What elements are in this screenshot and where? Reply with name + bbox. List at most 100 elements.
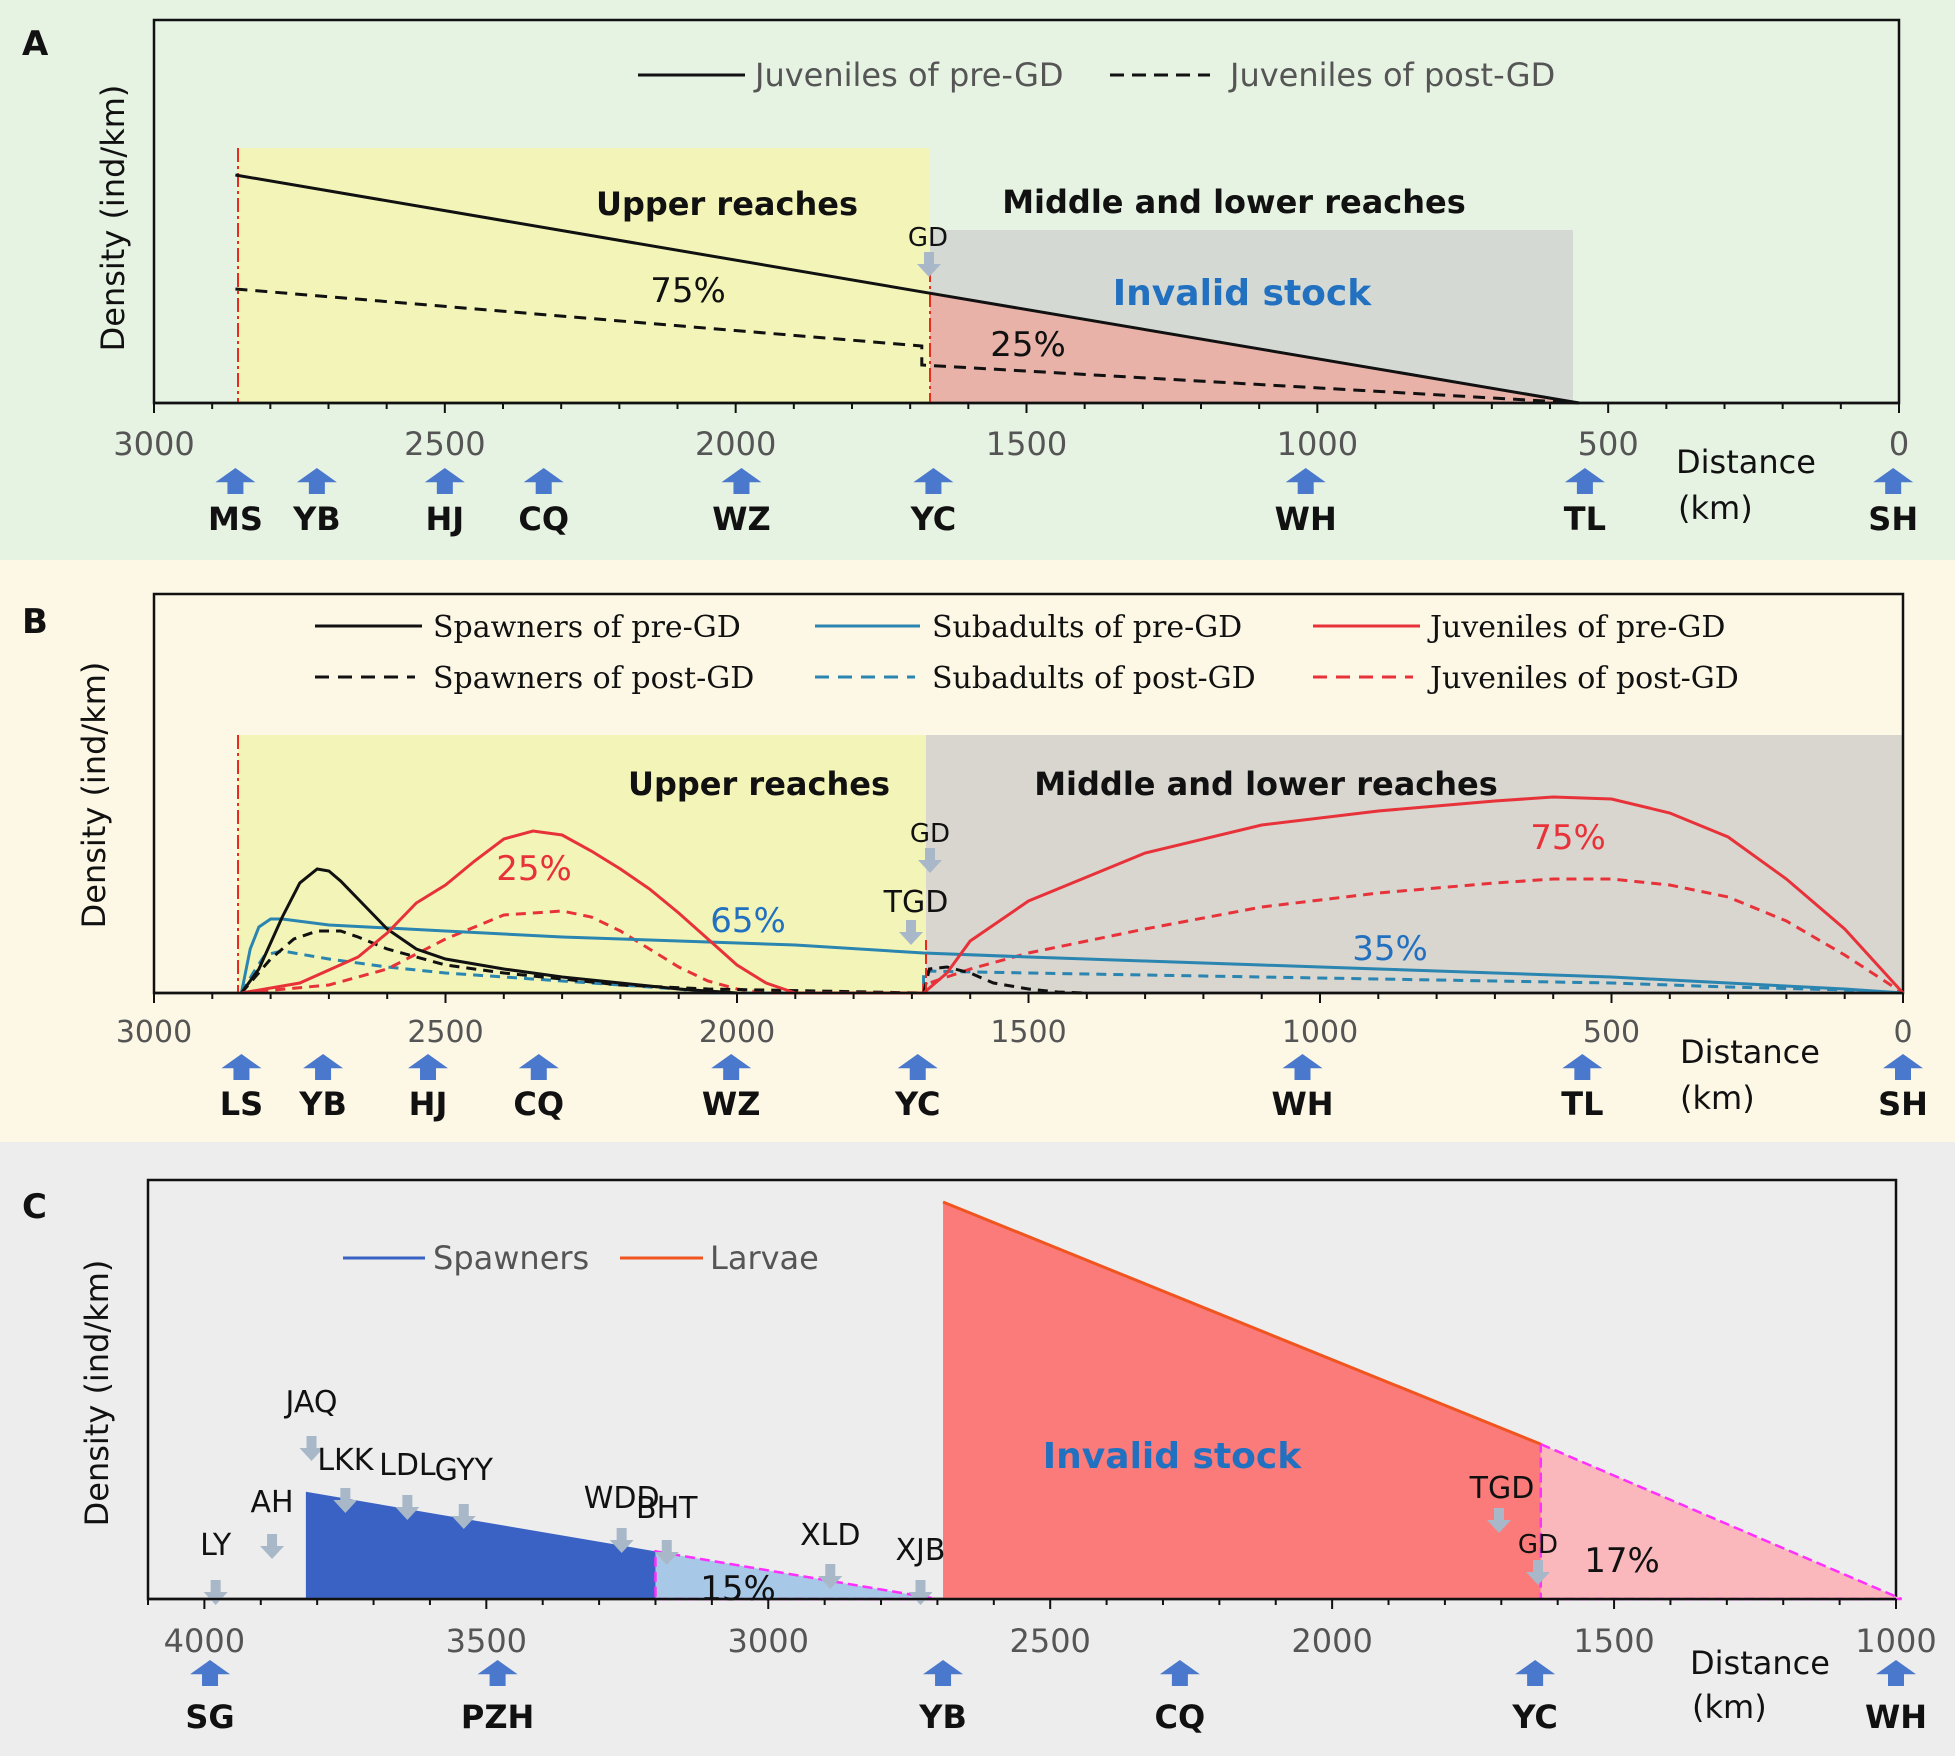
upper-reaches-zone <box>238 148 930 403</box>
x-tick-label: 2000 <box>695 425 776 463</box>
site-label: TL <box>1561 1085 1603 1123</box>
station-arrow-icon <box>654 1540 679 1565</box>
station-arrow-icon <box>451 1504 476 1529</box>
x-tick-label: 0 <box>1893 1015 1912 1050</box>
spawners-pre-gd-line <box>240 867 738 995</box>
panel-c: C Spawners Larvae Invalid stock 15% 17% … <box>0 1142 1955 1756</box>
tgd-arrow-icon-c <box>1487 1508 1511 1533</box>
legend-c-larvae-label: Larvae <box>710 1239 819 1277</box>
middle-lower-zone-b <box>926 735 1903 993</box>
site-label: YB <box>292 500 341 538</box>
x-tick-label: 3000 <box>116 1015 192 1050</box>
station-arrow-icon <box>818 1564 843 1589</box>
station-label: WDD <box>584 1481 660 1516</box>
panel-a-xlabel-distance: Distance <box>1676 443 1816 481</box>
x-tick-label: 2500 <box>1009 1622 1090 1660</box>
site-arrow-icon <box>518 1054 559 1080</box>
x-tick-label: 500 <box>1583 1015 1640 1050</box>
site-arrow-icon <box>190 1660 231 1686</box>
station-arrow-icon <box>260 1534 285 1559</box>
legend-b-spawn-post-label: Spawners of post-GD <box>433 661 754 696</box>
site-label: WH <box>1865 1698 1927 1736</box>
gd-label-c: GD <box>1518 1530 1558 1560</box>
site-label: CQ <box>513 1085 564 1123</box>
site-label: SH <box>1878 1085 1928 1123</box>
legend-b-juv-post-label: Juveniles of post-GD <box>1427 661 1739 696</box>
x-tick-label: 500 <box>1578 425 1639 463</box>
invalid-stock-label: Invalid stock <box>1113 273 1372 314</box>
panel-c-sites: SG PZH YB CQ YC WH <box>185 1660 1927 1736</box>
middle-lower-reaches-label-b: Middle and lower reaches <box>1034 765 1498 803</box>
site-arrow-icon <box>1876 1660 1916 1686</box>
gd-arrow-icon <box>917 252 941 277</box>
gd-arrow-icon-b <box>918 848 942 873</box>
site-label: YC <box>910 500 957 538</box>
x-tick-label: 2000 <box>1291 1622 1372 1660</box>
station-arrow-icon <box>203 1580 228 1605</box>
site-label: PZH <box>461 1698 534 1736</box>
x-tick-label: 3000 <box>728 1622 809 1660</box>
site-arrow-icon <box>303 1054 344 1080</box>
larvae-line <box>942 1200 1542 1446</box>
site-arrow-icon <box>1564 468 1605 494</box>
x-tick-label: 1500 <box>990 1015 1066 1050</box>
subadults-post-gd-line <box>240 949 1904 995</box>
gd-label-b: GD <box>910 819 950 849</box>
pct-17-label-c: 17% <box>1584 1541 1660 1581</box>
station-arrow-icon <box>908 1580 933 1605</box>
site-label: CQ <box>1155 1698 1206 1736</box>
spawners-area <box>305 1491 656 1599</box>
panel-b-label: B <box>22 602 48 642</box>
site-arrow-icon <box>296 468 337 494</box>
site-label: CQ <box>518 500 569 538</box>
x-tick-label: 1500 <box>986 425 1067 463</box>
site-arrow-icon <box>408 1054 449 1080</box>
panel-c-xlabel-km: (km) <box>1692 1688 1767 1726</box>
spawners-post-gd-line <box>240 929 1087 995</box>
panel-a: A Juveniles of pre-GD Juveniles of post-… <box>0 0 1955 560</box>
panel-a-xlabel-km: (km) <box>1678 489 1753 527</box>
upper-reaches-label-b: Upper reaches <box>628 765 890 803</box>
panel-c-x-ticks: 4000 3500 3000 2500 2000 1500 1000 <box>147 1597 1937 1660</box>
site-arrow-icon <box>1562 1054 1603 1080</box>
station-label: JAQ <box>284 1385 338 1420</box>
juveniles-pre-gd-line <box>235 173 1580 405</box>
legend-b-spawn-pre-label: Spawners of pre-GD <box>433 610 741 645</box>
pct-75-label: 75% <box>650 271 726 311</box>
site-arrow-icon <box>477 1660 518 1686</box>
station-arrow-icon <box>395 1495 420 1520</box>
juveniles-post-gd-line <box>235 287 1580 405</box>
site-label: WH <box>1275 500 1337 538</box>
legend-a-pre-label: Juveniles of pre-GD <box>753 56 1064 94</box>
station-label: LKK <box>317 1443 374 1478</box>
juveniles-pre-gd-line <box>241 795 1905 995</box>
x-tick-label: 3000 <box>113 425 194 463</box>
panel-b-ylabel: Density (ind/km) <box>75 662 113 929</box>
site-label: WZ <box>702 1085 761 1123</box>
station-label: GYY <box>435 1453 494 1488</box>
panel-b: B Spawners of pre-GD Spawners of post-GD… <box>0 560 1955 1142</box>
site-label: YB <box>918 1698 967 1736</box>
site-label: SG <box>185 1698 234 1736</box>
site-arrow-icon <box>1285 468 1326 494</box>
station-arrow-icon <box>609 1528 634 1553</box>
site-arrow-icon <box>1515 1660 1556 1686</box>
site-label: YB <box>298 1085 347 1123</box>
site-label: LS <box>220 1085 263 1123</box>
pct-75-label-b: 75% <box>1530 818 1606 858</box>
x-tick-label: 4000 <box>164 1622 245 1660</box>
x-tick-label: 1000 <box>1855 1622 1936 1660</box>
station-label: XLD <box>800 1518 860 1553</box>
x-tick-label: 3500 <box>446 1622 527 1660</box>
station-arrow-icon <box>299 1436 324 1461</box>
site-arrow-icon <box>913 468 954 494</box>
station-label: BHT <box>636 1491 698 1526</box>
site-arrow-icon <box>1883 1054 1923 1080</box>
panel-a-label: A <box>22 24 49 64</box>
legend-c-spawners-label: Spawners <box>433 1239 589 1277</box>
x-tick-label: 2500 <box>407 1015 483 1050</box>
station-label: XJB <box>896 1533 946 1568</box>
site-arrow-icon <box>215 468 256 494</box>
